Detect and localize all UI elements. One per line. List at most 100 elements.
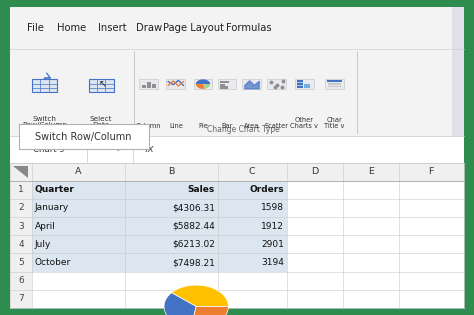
Bar	[242, 79, 261, 89]
Bar	[399, 235, 464, 254]
Bar	[125, 254, 218, 272]
Text: $5882.44: $5882.44	[172, 221, 215, 231]
Text: Sales: Sales	[188, 185, 215, 194]
Wedge shape	[191, 306, 228, 315]
Text: 5: 5	[18, 258, 24, 267]
Bar	[328, 86, 341, 87]
Text: File: File	[27, 23, 44, 33]
Bar	[125, 235, 218, 254]
Bar	[218, 180, 287, 199]
Text: Area: Area	[244, 123, 259, 129]
Bar	[399, 254, 464, 272]
Bar	[287, 199, 343, 217]
Bar	[220, 83, 226, 86]
Bar	[125, 199, 218, 217]
Text: Formulas: Formulas	[226, 23, 271, 33]
Bar	[10, 163, 464, 180]
Text: Scatter: Scatter	[265, 123, 289, 129]
Bar	[343, 199, 399, 217]
Wedge shape	[203, 84, 210, 89]
Text: 6: 6	[18, 276, 24, 285]
Text: D: D	[311, 167, 319, 176]
Bar	[327, 80, 342, 82]
Bar	[10, 199, 32, 217]
Text: 2: 2	[18, 203, 24, 212]
Bar	[152, 83, 155, 88]
Bar	[125, 272, 218, 290]
Bar	[220, 81, 229, 83]
Text: $7498.21: $7498.21	[172, 258, 215, 267]
Text: C: C	[249, 167, 255, 176]
Text: 3: 3	[18, 221, 24, 231]
Bar	[193, 79, 212, 89]
Bar	[220, 87, 228, 89]
Bar	[304, 83, 310, 88]
Bar	[399, 199, 464, 217]
Bar	[139, 79, 158, 89]
Text: April: April	[35, 221, 56, 231]
Bar	[218, 217, 287, 235]
Text: 1912: 1912	[261, 221, 284, 231]
Bar	[10, 254, 32, 272]
Bar	[10, 180, 32, 199]
Text: 1: 1	[18, 185, 24, 194]
Text: Insert: Insert	[98, 23, 127, 33]
Text: $4306.31: $4306.31	[172, 203, 215, 212]
Text: Select
Data: Select Data	[90, 116, 112, 128]
Bar	[32, 272, 125, 290]
Bar	[287, 272, 343, 290]
Text: 2901: 2901	[261, 240, 284, 249]
Text: Char
Title v: Char Title v	[324, 117, 345, 129]
Text: F: F	[428, 167, 434, 176]
Wedge shape	[172, 285, 228, 306]
Text: 1598: 1598	[261, 203, 284, 212]
Text: Switch Row/Column: Switch Row/Column	[36, 132, 132, 142]
Bar	[32, 235, 125, 254]
Bar	[343, 254, 399, 272]
Wedge shape	[196, 79, 210, 84]
Bar	[10, 272, 32, 290]
Text: Quarter: Quarter	[35, 185, 75, 194]
Bar	[343, 217, 399, 235]
Text: 3194: 3194	[261, 258, 284, 267]
Bar	[287, 254, 343, 272]
Bar	[399, 180, 464, 199]
Bar	[10, 7, 464, 136]
Text: Switch
Row/Column: Switch Row/Column	[22, 116, 67, 128]
Text: ✓: ✓	[116, 145, 123, 154]
Bar	[10, 136, 464, 163]
Bar	[399, 290, 464, 308]
Text: ↖: ↖	[98, 80, 106, 90]
Bar	[89, 79, 114, 92]
Bar	[32, 254, 125, 272]
Text: 7: 7	[18, 295, 24, 303]
Bar	[343, 272, 399, 290]
Text: Bar: Bar	[221, 123, 233, 129]
Text: Orders: Orders	[249, 185, 284, 194]
Bar	[343, 235, 399, 254]
Text: ✕: ✕	[100, 145, 107, 154]
Text: Page Layout: Page Layout	[164, 23, 225, 33]
Text: 4: 4	[18, 240, 24, 249]
Bar	[297, 80, 303, 88]
Bar	[218, 272, 287, 290]
Bar	[125, 180, 218, 199]
Bar	[399, 272, 464, 290]
Bar	[32, 79, 57, 92]
Text: Chart 9: Chart 9	[33, 145, 65, 154]
Bar	[218, 199, 287, 217]
Text: Draw: Draw	[136, 23, 162, 33]
Bar	[287, 217, 343, 235]
Bar	[218, 235, 287, 254]
Text: Change Chart Type: Change Chart Type	[208, 124, 280, 134]
Text: January: January	[35, 203, 69, 212]
Bar	[218, 290, 287, 308]
Bar	[125, 290, 218, 308]
Bar	[32, 180, 125, 199]
Text: Home: Home	[57, 23, 86, 33]
Bar	[10, 290, 32, 308]
Bar	[32, 199, 125, 217]
Bar	[146, 82, 151, 88]
Bar	[32, 290, 125, 308]
Bar	[452, 7, 464, 136]
